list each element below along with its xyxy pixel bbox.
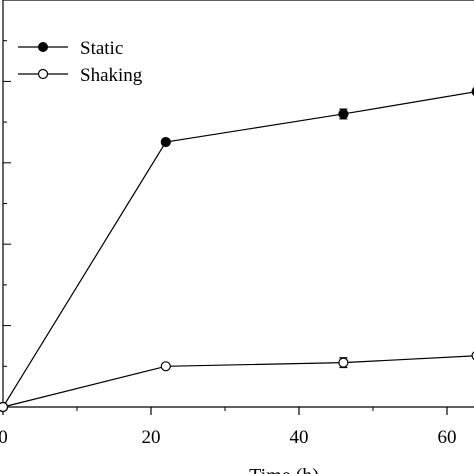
legend: Static Shaking bbox=[18, 38, 143, 86]
point-shaking-2 bbox=[338, 357, 349, 368]
legend-shaking-label: Shaking bbox=[80, 65, 143, 86]
point-static-1 bbox=[160, 136, 171, 148]
legend-item-shaking: Shaking bbox=[18, 65, 143, 86]
x-tick-label-40: 40 bbox=[290, 427, 309, 448]
axes bbox=[2, 0, 474, 408]
series-static bbox=[0, 87, 474, 413]
series-line-shaking bbox=[2, 355, 474, 408]
point-static-2 bbox=[338, 108, 349, 120]
x-tick-labels: 0 20 40 60 bbox=[0, 427, 457, 448]
legend-static-marker bbox=[38, 42, 48, 52]
x-tick-label-20: 20 bbox=[142, 427, 161, 448]
series-layer bbox=[0, 87, 474, 413]
legend-item-static: Static bbox=[18, 38, 123, 59]
legend-shaking-marker bbox=[37, 68, 49, 80]
legend-static-label: Static bbox=[80, 38, 123, 59]
x-axis-title: Time (h) bbox=[249, 465, 319, 474]
series-shaking bbox=[0, 351, 474, 413]
x-ticks bbox=[2, 407, 448, 415]
x-tick-label-60: 60 bbox=[438, 427, 457, 448]
point-shaking-1 bbox=[160, 361, 171, 372]
series-line-static bbox=[2, 91, 474, 408]
x-tick-label-0: 0 bbox=[0, 427, 8, 448]
y-ticks bbox=[3, 0, 11, 408]
point-shaking-0 bbox=[0, 401, 9, 413]
